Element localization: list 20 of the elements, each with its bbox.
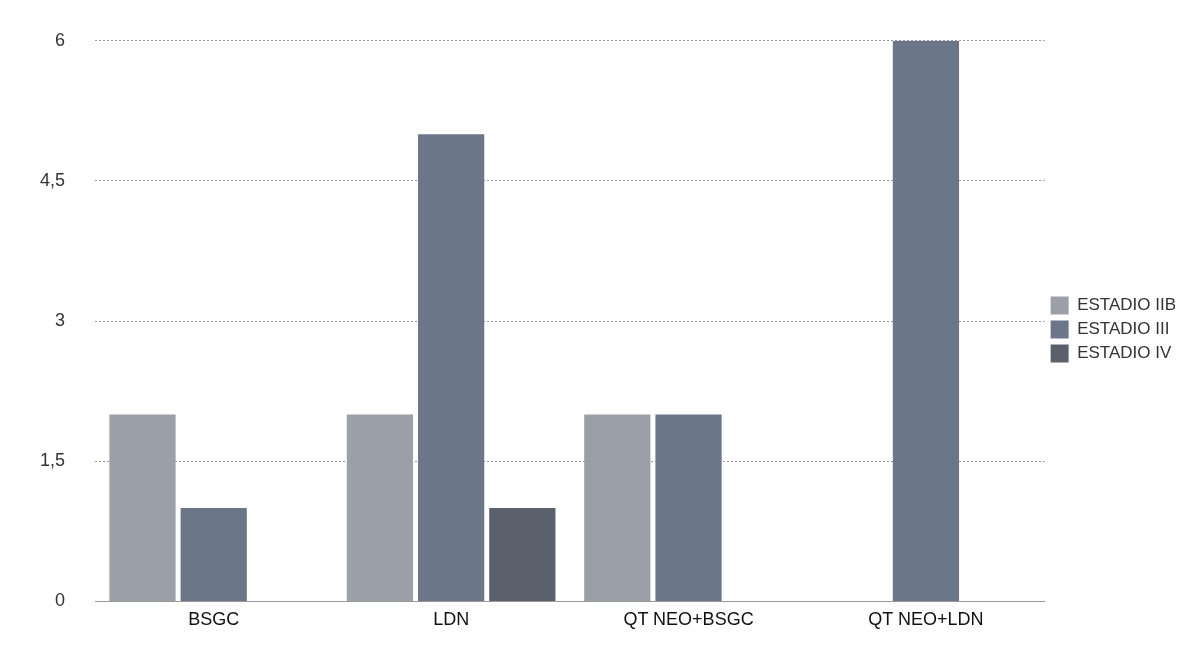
x-tick-label: BSGC <box>188 609 240 630</box>
legend-label: ESTADIO IIB <box>1077 295 1176 315</box>
y-tick-label: 6 <box>55 29 66 50</box>
legend-label: ESTADIO IV <box>1077 343 1172 363</box>
bar <box>109 414 176 601</box>
y-tick-label: 0 <box>55 590 66 611</box>
y-tick-label: 4,5 <box>39 169 66 190</box>
bar <box>180 507 247 601</box>
bar <box>584 414 651 601</box>
x-tick-label: QT NEO+BSGC <box>623 609 754 630</box>
x-tick-label: LDN <box>433 609 470 630</box>
bar <box>418 134 485 601</box>
bar <box>489 507 556 601</box>
y-tick-label: 1,5 <box>39 450 66 471</box>
legend-label: ESTADIO III <box>1077 319 1170 339</box>
bar <box>655 414 722 601</box>
bar <box>346 414 414 601</box>
x-tick-label: QT NEO+LDN <box>868 609 984 630</box>
bar <box>892 40 960 601</box>
y-tick-label: 3 <box>55 310 66 331</box>
